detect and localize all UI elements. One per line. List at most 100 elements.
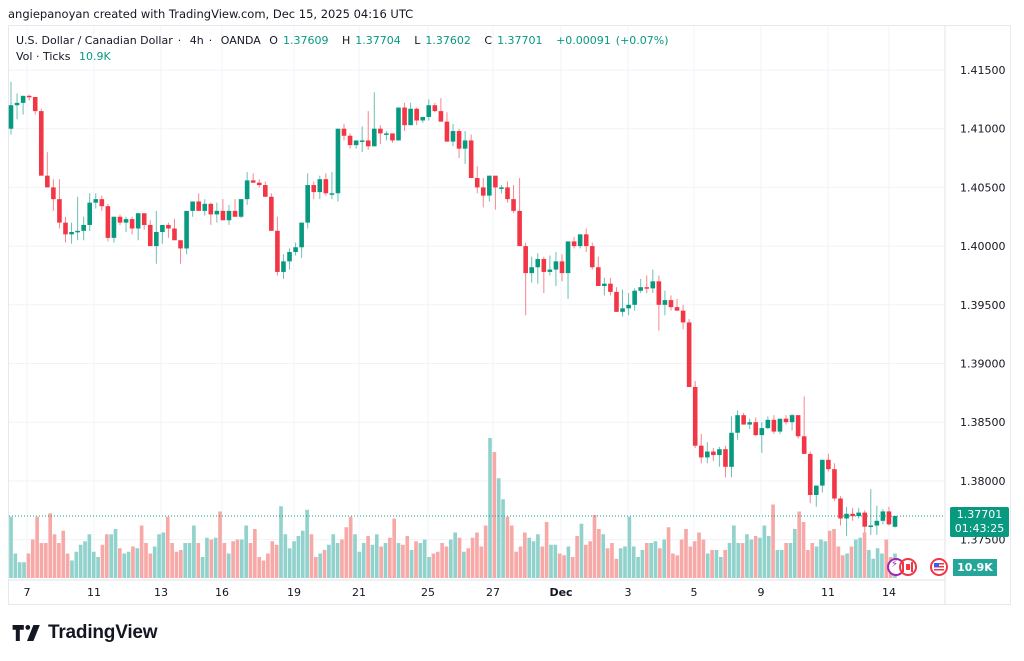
volume-bar bbox=[118, 548, 122, 578]
volume-bar bbox=[78, 544, 83, 578]
volume-bar bbox=[183, 543, 188, 578]
candle-body bbox=[450, 131, 456, 142]
volume-bar bbox=[305, 509, 309, 578]
volume-bar bbox=[239, 539, 244, 578]
brand-name: TradingView bbox=[48, 622, 158, 643]
chart-frame[interactable] bbox=[8, 25, 1011, 605]
candle-body bbox=[868, 525, 874, 528]
attribution-text: angiepanoyan created with TradingView.co… bbox=[8, 7, 414, 21]
candle-body bbox=[123, 219, 129, 223]
tradingview-logo[interactable]: TradingView bbox=[12, 622, 158, 644]
canada-flag-icon[interactable] bbox=[899, 558, 917, 576]
candle-body bbox=[499, 187, 504, 189]
candle-body bbox=[75, 230, 80, 233]
candle-body bbox=[196, 201, 201, 211]
volume-bar bbox=[732, 525, 736, 578]
candle-body bbox=[226, 210, 232, 221]
volume-bar bbox=[388, 537, 392, 578]
candle-body bbox=[577, 234, 583, 247]
y-axis-label: 1.40500 bbox=[960, 181, 1006, 194]
volume-bar bbox=[601, 534, 606, 578]
candle-body bbox=[668, 300, 674, 308]
volume-bar bbox=[113, 529, 118, 578]
candle-body bbox=[559, 261, 565, 274]
volume-bar bbox=[871, 558, 876, 578]
candle-body bbox=[638, 287, 643, 291]
x-axis-label: 11 bbox=[87, 586, 101, 599]
candle-body bbox=[129, 219, 135, 229]
candle-body bbox=[480, 187, 486, 196]
candle-body bbox=[178, 240, 183, 249]
candle-body bbox=[795, 415, 801, 437]
candle-body bbox=[493, 175, 498, 188]
candle-body bbox=[874, 520, 880, 526]
volume-bar bbox=[684, 529, 688, 578]
candle-body bbox=[396, 107, 401, 141]
volume-bar bbox=[714, 550, 719, 578]
volume-bar bbox=[9, 516, 13, 578]
candle-body bbox=[26, 95, 32, 98]
candle-body bbox=[311, 185, 317, 193]
volume-bar bbox=[501, 499, 505, 578]
volume-bar bbox=[840, 555, 845, 578]
candle-body bbox=[341, 128, 347, 136]
candle-body bbox=[117, 216, 123, 223]
volume-bar bbox=[196, 543, 201, 578]
y-axis-label: 1.41500 bbox=[960, 64, 1006, 77]
candle-body bbox=[862, 512, 868, 527]
candle-body bbox=[850, 513, 855, 517]
candle-body bbox=[608, 283, 613, 292]
candle-body bbox=[335, 128, 341, 194]
volume-bar bbox=[139, 525, 144, 578]
volume-bar bbox=[104, 534, 109, 578]
volume-bar bbox=[505, 516, 510, 578]
volume-bar bbox=[383, 543, 388, 578]
volume-bar bbox=[152, 546, 157, 578]
volume-bar bbox=[161, 532, 166, 578]
volume-bar bbox=[483, 525, 488, 578]
legend-symbol[interactable]: U.S. Dollar / Canadian Dollar bbox=[16, 34, 173, 47]
candle-body bbox=[329, 193, 335, 195]
candle-body bbox=[723, 449, 728, 467]
volume-bar bbox=[466, 548, 471, 578]
candle-body bbox=[838, 498, 843, 519]
candle-body bbox=[511, 199, 516, 211]
legend-exchange: OANDA bbox=[220, 34, 261, 47]
candle-body bbox=[541, 259, 547, 272]
legend-volume-label[interactable]: Vol · Ticks bbox=[16, 50, 71, 63]
volume-bar bbox=[296, 536, 301, 578]
volume-bar bbox=[327, 544, 331, 578]
volume-bar bbox=[414, 541, 418, 578]
candle-body bbox=[711, 451, 716, 456]
legend-low: L 1.37602 bbox=[414, 34, 471, 47]
volume-bar bbox=[636, 557, 640, 578]
volume-bar bbox=[231, 541, 235, 578]
volume-bar bbox=[318, 553, 323, 578]
candle-body bbox=[256, 182, 262, 186]
volume-bar bbox=[313, 557, 318, 578]
volume-bar bbox=[880, 553, 884, 578]
volume-bar bbox=[218, 511, 222, 578]
volume-bar bbox=[409, 550, 414, 578]
volume-bar bbox=[553, 544, 558, 578]
volume-bar bbox=[488, 438, 492, 578]
volume-bar bbox=[509, 525, 514, 578]
volume-bar bbox=[779, 550, 784, 578]
candle-body bbox=[390, 133, 395, 141]
candle-body bbox=[529, 267, 535, 274]
volume-bar bbox=[544, 522, 549, 578]
us-flag-icon[interactable] bbox=[930, 558, 948, 576]
volume-bar bbox=[174, 551, 179, 578]
candle-body bbox=[402, 107, 407, 126]
volume-bar bbox=[462, 551, 466, 578]
candle-body bbox=[365, 140, 371, 147]
volume-bar bbox=[144, 543, 148, 578]
legend-interval: 4h bbox=[189, 34, 204, 47]
volume-bar bbox=[766, 536, 771, 578]
candle-body bbox=[614, 291, 619, 312]
candle-body bbox=[250, 180, 256, 183]
volume-bar bbox=[793, 529, 797, 578]
volume-bar bbox=[644, 543, 649, 578]
volume-bar bbox=[845, 553, 849, 578]
